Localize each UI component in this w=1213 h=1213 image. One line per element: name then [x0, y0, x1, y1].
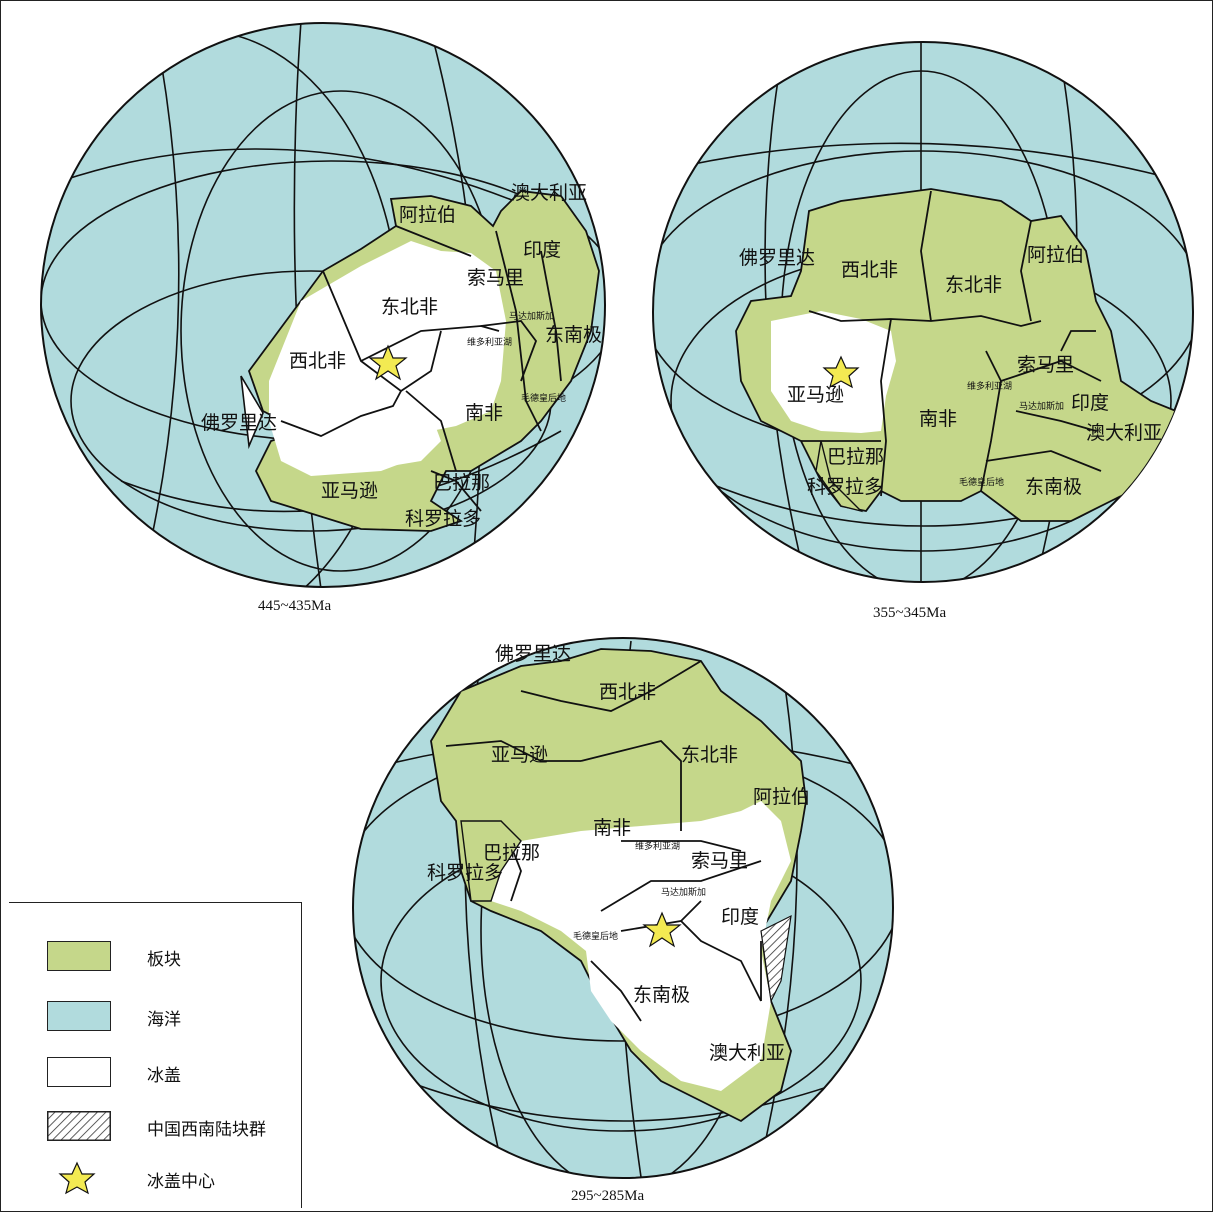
label-flo: 佛罗里达 [739, 247, 815, 269]
label-nwa: 西北非 [289, 350, 346, 372]
legend-item-hatch: 中国西南陆块群 [47, 1111, 297, 1145]
ice-swatch [47, 1057, 111, 1087]
label-mau: 毛德皇后地 [959, 476, 1004, 488]
label-vic: 维多利亚湖 [467, 336, 512, 348]
label-som: 索马里 [1017, 354, 1074, 376]
plates [430, 648, 807, 1123]
ice-center-star [822, 355, 860, 389]
ice-center-star [368, 344, 408, 381]
label-ama: 亚马逊 [491, 744, 548, 766]
ocean-swatch [47, 1001, 111, 1031]
label-col: 科罗拉多 [807, 476, 883, 498]
legend-label: 中国西南陆块群 [147, 1120, 266, 1140]
legend-item-ocean: 海洋 [47, 1001, 297, 1035]
plate-swatch [47, 941, 111, 971]
label-par: 巴拉那 [433, 472, 490, 494]
label-mau: 毛德皇后地 [521, 392, 566, 404]
label-nea: 东北非 [381, 296, 438, 318]
label-ind: 印度 [523, 239, 561, 261]
label-par: 巴拉那 [827, 446, 884, 468]
label-ara: 阿拉伯 [399, 204, 456, 226]
label-vic: 维多利亚湖 [967, 380, 1012, 392]
star-icon [58, 1161, 96, 1195]
label-nea: 东北非 [945, 274, 1002, 296]
label-mad: 马达加斯加 [509, 310, 554, 322]
label-som: 索马里 [691, 850, 748, 872]
caption-map-355: 355~345Ma [873, 605, 947, 621]
label-mad: 马达加斯加 [661, 886, 706, 898]
label-mau: 毛德皇后地 [573, 930, 618, 942]
ice-center-star [642, 911, 682, 948]
labels-map-295: 佛罗里达 西北非 亚马逊 东北非 阿拉伯 南非 维多利亚湖 索马里 巴拉那 科罗… [427, 643, 810, 1064]
label-col: 科罗拉多 [427, 862, 503, 884]
label-ant: 东南极 [1025, 476, 1082, 498]
globe-map-445 [40, 22, 606, 588]
label-mad: 马达加斯加 [1019, 400, 1064, 412]
label-nwa: 西北非 [599, 681, 656, 703]
legend-label: 板块 [147, 950, 181, 970]
label-som: 索马里 [467, 267, 524, 289]
label-ama: 亚马逊 [321, 480, 378, 502]
label-saf: 南非 [465, 402, 503, 424]
label-ind: 印度 [1071, 392, 1109, 414]
label-saf: 南非 [593, 817, 631, 839]
caption-map-445: 445~435Ma [258, 598, 332, 614]
label-aus: 澳大利亚 [1086, 422, 1162, 444]
label-ara: 阿拉伯 [753, 786, 810, 808]
labels-map-445: 澳大利亚 阿拉伯 印度 索马里 东北非 马达加斯加 维多利亚湖 东南极 西北非 … [201, 182, 602, 530]
label-ind: 印度 [721, 906, 759, 928]
legend-label: 海洋 [147, 1010, 181, 1030]
label-ant: 东南极 [545, 324, 602, 346]
label-nea: 东北非 [681, 744, 738, 766]
legend-item-star: 冰盖中心 [47, 1161, 297, 1197]
label-ant: 东南极 [633, 984, 690, 1006]
legend-item-ice: 冰盖 [47, 1057, 297, 1091]
label-par: 巴拉那 [483, 842, 540, 864]
legend-item-plate: 板块 [47, 941, 297, 975]
legend-label: 冰盖中心 [147, 1172, 215, 1192]
label-col: 科罗拉多 [405, 508, 481, 530]
label-flo: 佛罗里达 [495, 643, 571, 665]
label-nwa: 西北非 [841, 259, 898, 281]
label-ara: 阿拉伯 [1027, 244, 1084, 266]
plates [735, 188, 1182, 522]
label-aus: 澳大利亚 [709, 1042, 785, 1064]
label-vic: 维多利亚湖 [635, 840, 680, 852]
label-aus: 澳大利亚 [511, 182, 587, 204]
label-ama: 亚马逊 [787, 384, 844, 406]
globe-map-355 [652, 41, 1194, 583]
hatch-swatch [47, 1111, 111, 1141]
label-saf: 南非 [919, 408, 957, 430]
globe-map-295 [352, 637, 894, 1179]
caption-map-295: 295~285Ma [571, 1188, 645, 1204]
legend-label: 冰盖 [147, 1066, 181, 1086]
labels-map-355: 佛罗里达 西北非 东北非 阿拉伯 亚马逊 南非 索马里 维多利亚湖 马达加斯加 … [739, 244, 1162, 498]
legend: 板块 海洋 冰盖 中国西南陆块群 冰盖中心 [9, 902, 302, 1208]
label-flo: 佛罗里达 [201, 412, 277, 434]
